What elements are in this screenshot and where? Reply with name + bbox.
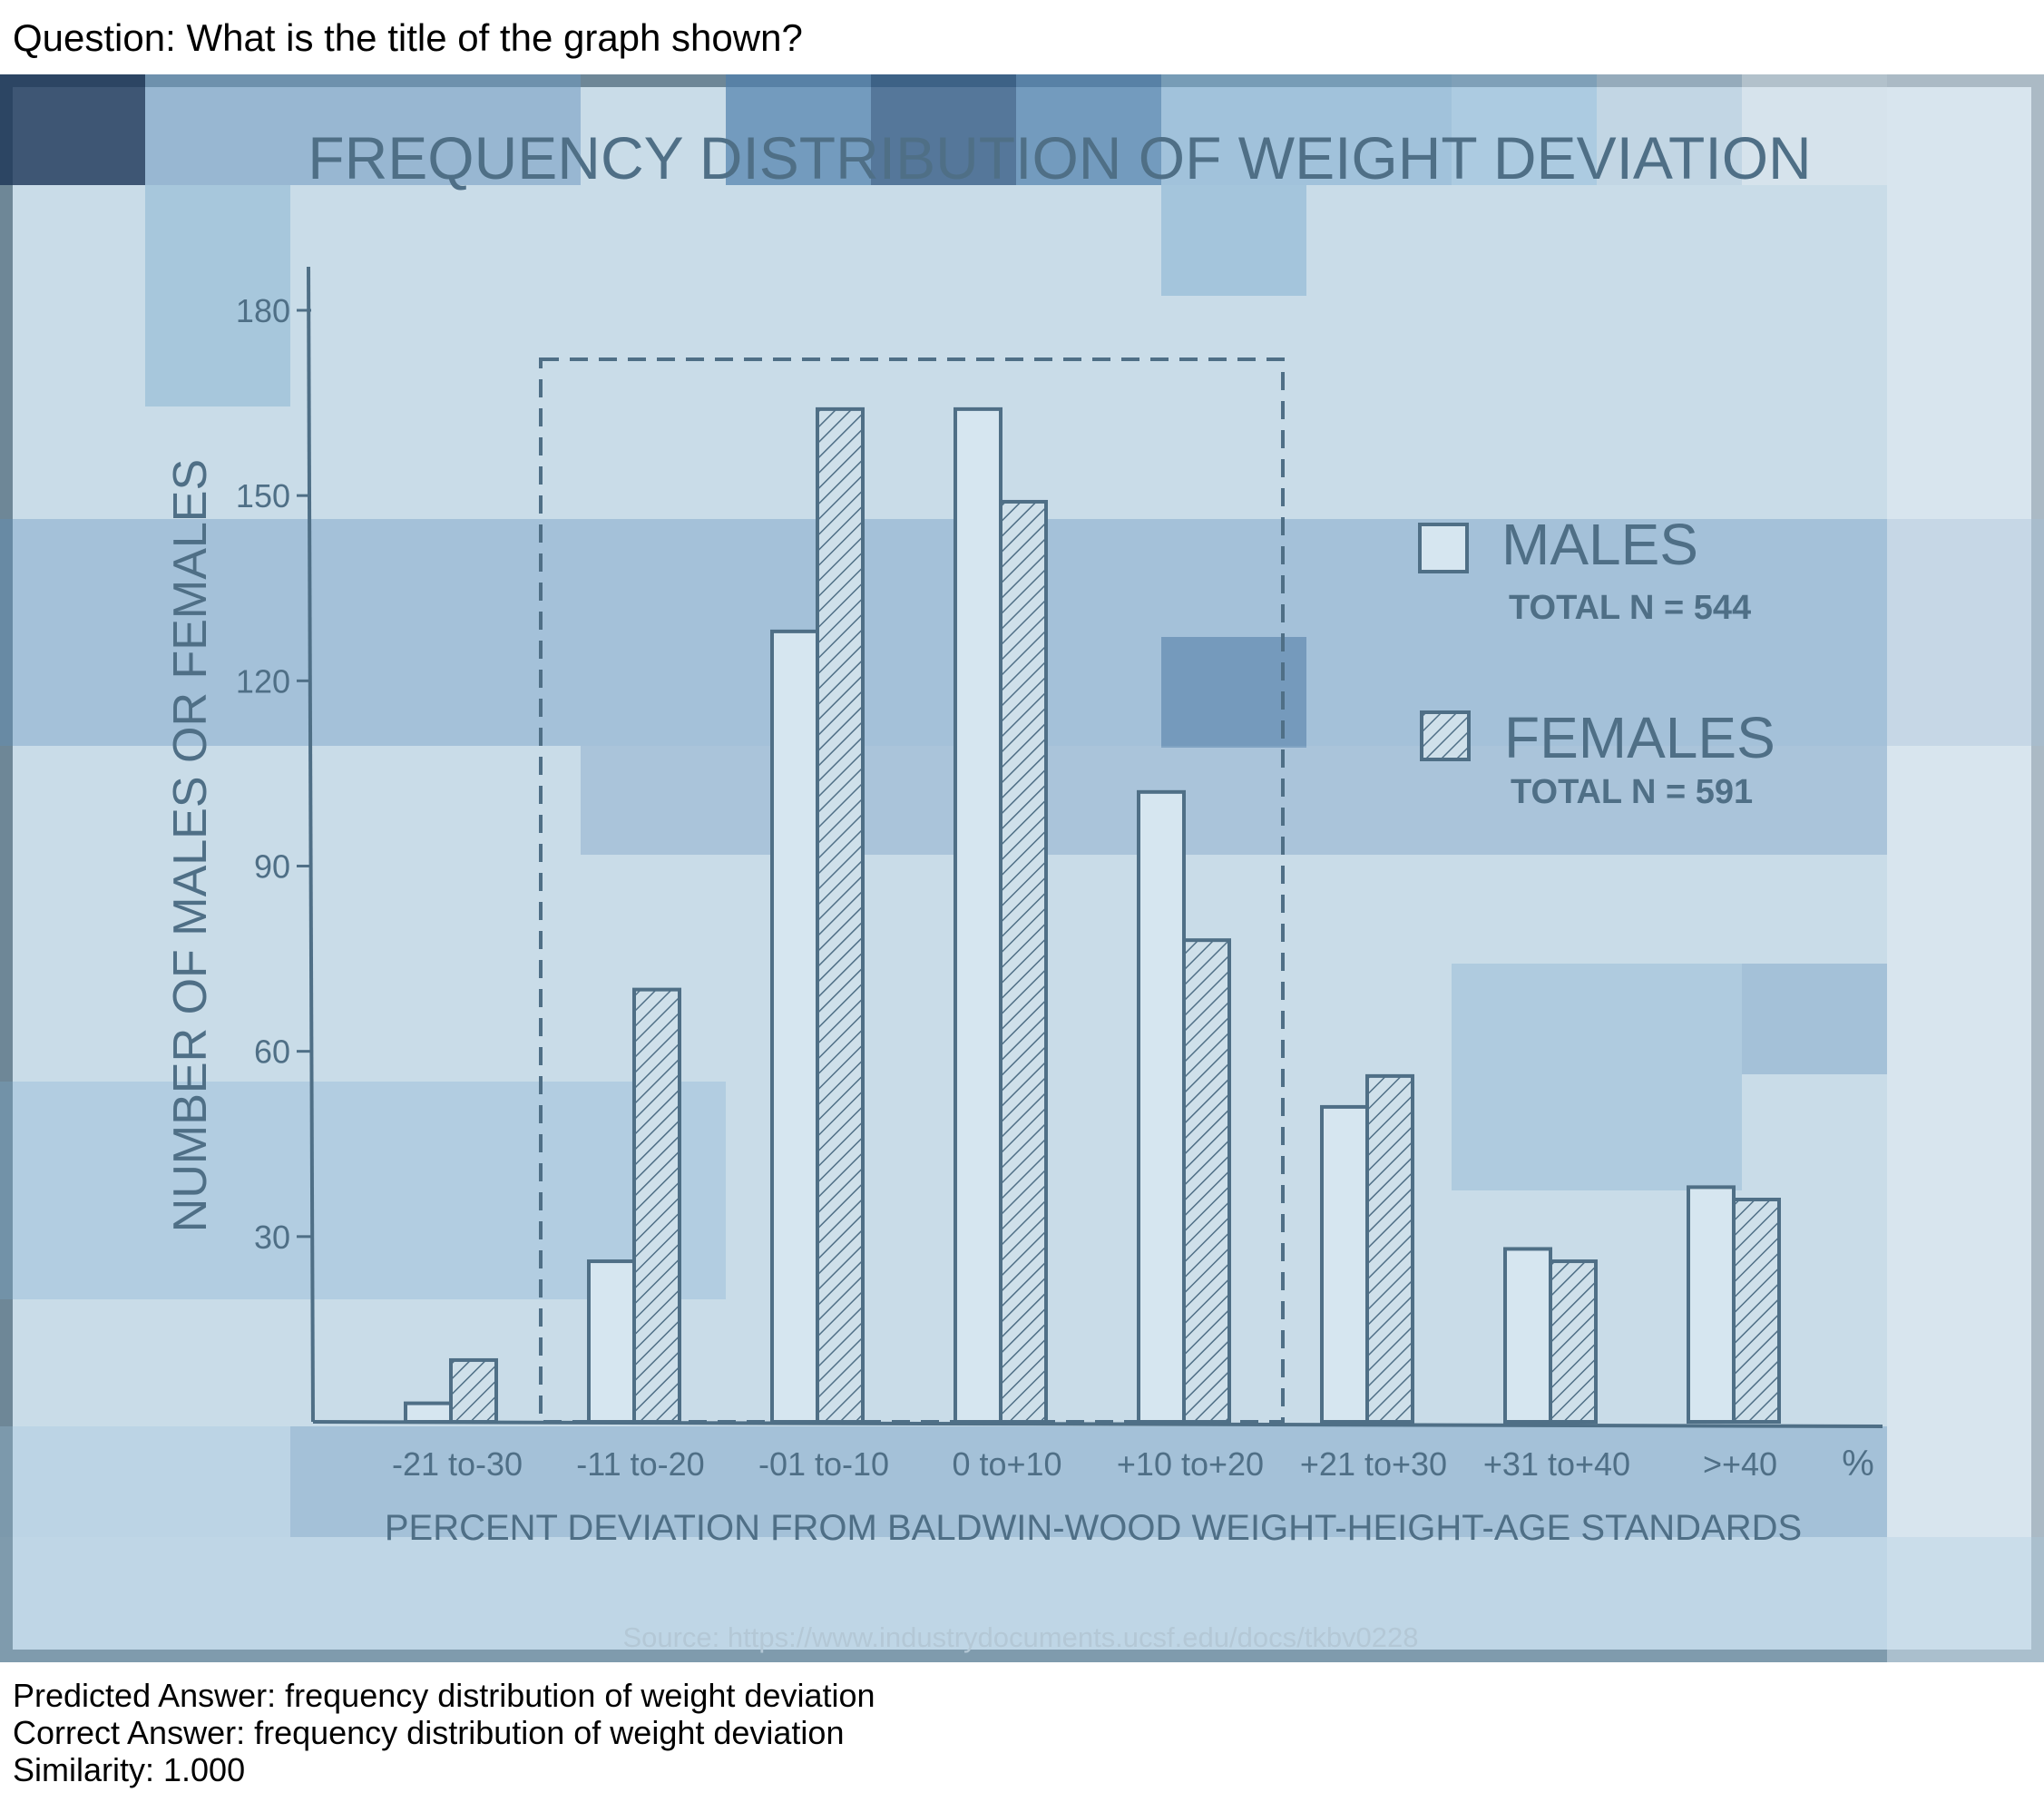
legend-total-females: TOTAL N = 591 — [1511, 773, 1753, 811]
legend: MALES TOTAL N = 544 FEMALES TOTAL N = 59… — [1418, 512, 1775, 811]
x-tick-label: >+40 — [1703, 1445, 1777, 1483]
chart-title: FREQUENCY DISTRIBUTION OF WEIGHT DEVIATI… — [308, 124, 1811, 191]
heat-cell — [1452, 74, 1597, 185]
y-tick-label: 120 — [236, 662, 290, 700]
legend-swatch-females — [1420, 710, 1471, 761]
heat-cell — [0, 1426, 290, 1537]
heat-cell — [145, 185, 290, 406]
bar-males — [1687, 1185, 1736, 1425]
heat-cell — [871, 74, 1016, 185]
similarity-score: Similarity: 1.000 — [13, 1751, 246, 1788]
legend-label-females: FEMALES — [1504, 705, 1775, 770]
y-tick-label: 150 — [236, 477, 290, 514]
bar-males — [404, 1401, 453, 1425]
bar-females — [999, 499, 1048, 1424]
bar-females — [1732, 1198, 1781, 1424]
legend-total-males: TOTAL N = 544 — [1509, 589, 1751, 627]
bar-females — [816, 406, 865, 1424]
y-tick-label: 30 — [254, 1219, 290, 1256]
heat-cell — [1161, 74, 1452, 185]
y-axis-line — [307, 266, 315, 1423]
heat-cell — [1887, 74, 2044, 1662]
x-tick-label: +21 to+30 — [1300, 1445, 1447, 1483]
y-tick-label: 60 — [254, 1033, 290, 1071]
bar-males — [1503, 1247, 1552, 1425]
x-tick-label: -21 to-30 — [392, 1445, 523, 1483]
x-tick-label: +31 to+40 — [1483, 1445, 1630, 1483]
heat-cell — [1597, 74, 1742, 185]
y-axis-label: NUMBER OF MALES OR FEMALES — [164, 459, 217, 1232]
bar-males — [770, 629, 819, 1424]
bar-males — [1320, 1104, 1369, 1424]
bar-females — [632, 987, 681, 1424]
heat-cell — [0, 74, 145, 185]
heat-cell — [145, 74, 581, 185]
heat-cell — [1161, 185, 1306, 296]
x-unit-label: % — [1842, 1444, 1874, 1484]
source-text: Source: https://www.industrydocuments.uc… — [622, 1621, 1418, 1653]
x-tick-label: 0 to+10 — [952, 1445, 1061, 1483]
heat-cell — [290, 1426, 1887, 1537]
chart-figure: FREQUENCY DISTRIBUTION OF WEIGHT DEVIATI… — [0, 74, 2044, 1662]
heat-cell — [1452, 964, 1742, 1190]
predicted-answer: Predicted Answer: frequency distribution… — [13, 1677, 875, 1714]
bar-males — [1137, 789, 1186, 1424]
heat-cell — [1742, 964, 1887, 1074]
bar-males — [587, 1259, 636, 1424]
legend-label-males: MALES — [1501, 512, 1698, 577]
heat-cell — [1742, 74, 1887, 185]
y-tick-label: 180 — [236, 292, 290, 329]
bar-females — [449, 1357, 498, 1425]
y-tick-label: 90 — [254, 848, 290, 886]
bar-females — [1182, 938, 1231, 1424]
legend-swatch-males — [1418, 523, 1469, 573]
correct-answer: Correct Answer: frequency distribution o… — [13, 1714, 845, 1751]
heat-cell — [1016, 74, 1161, 185]
bar-females — [1549, 1259, 1598, 1424]
x-tick-label: +10 to+20 — [1117, 1445, 1264, 1483]
bar-males — [954, 406, 1002, 1424]
x-tick-label: -01 to-10 — [758, 1445, 889, 1483]
x-axis-label: PERCENT DEVIATION FROM BALDWIN-WOOD WEIG… — [385, 1508, 1802, 1548]
highlight-dashed-box — [539, 357, 1285, 1424]
heat-cell — [0, 1537, 2044, 1662]
x-tick-label: -11 to-20 — [576, 1445, 704, 1483]
heat-cell — [726, 74, 871, 185]
bar-females — [1365, 1073, 1414, 1425]
answer-block: Predicted Answer: frequency distribution… — [13, 1677, 875, 1788]
question-text: Question: What is the title of the graph… — [13, 16, 803, 59]
